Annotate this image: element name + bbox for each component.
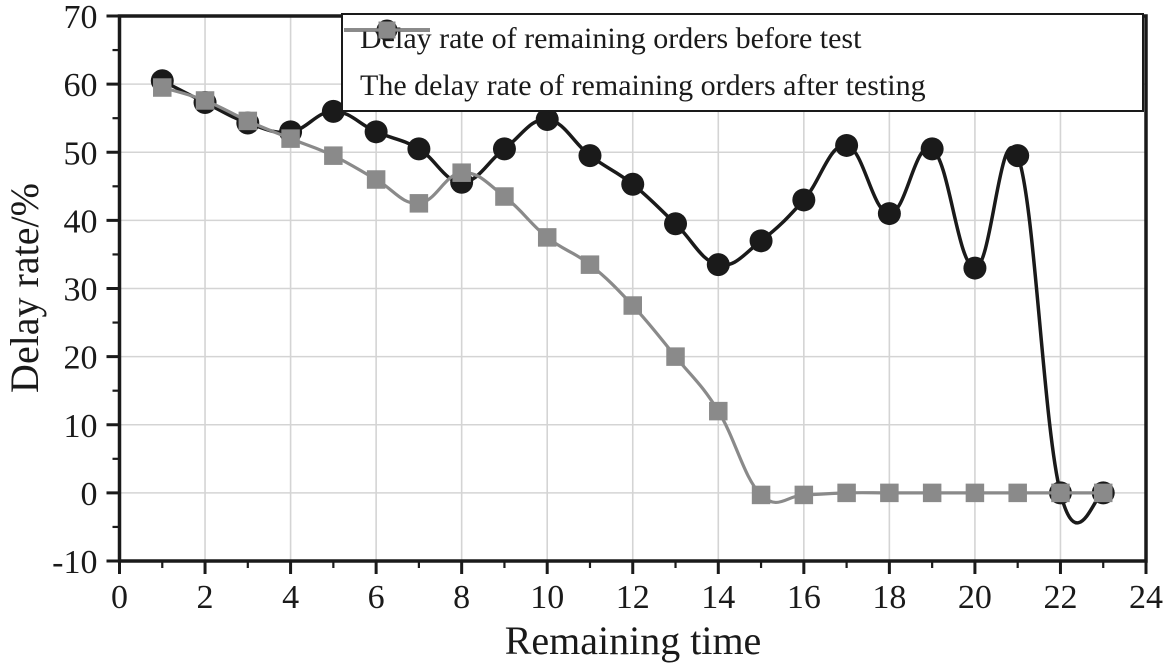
svg-text:0: 0 (111, 579, 128, 616)
svg-text:40: 40 (64, 203, 98, 240)
svg-text:16: 16 (787, 579, 821, 616)
x-axis-title: Remaining time (504, 618, 762, 663)
svg-text:60: 60 (64, 67, 98, 104)
legend-label-after-testing: The delay rate of remaining orders after… (360, 69, 926, 102)
axis-ticks (106, 14, 1148, 574)
svg-text:14: 14 (701, 579, 735, 616)
svg-text:50: 50 (64, 135, 98, 172)
legend-marker-square-icon (344, 21, 430, 39)
svg-text:-10: -10 (52, 544, 97, 581)
legend-label-before-test: Delay rate of remaining orders before te… (360, 22, 862, 55)
svg-text:22: 22 (1043, 579, 1077, 616)
x-tick-labels: 0 2 4 6 8 10 12 14 16 18 20 22 24 (111, 579, 1163, 616)
svg-text:70: 70 (64, 0, 98, 36)
svg-text:10: 10 (64, 408, 98, 445)
svg-text:2: 2 (197, 579, 214, 616)
series-after-testing (153, 78, 1113, 505)
svg-text:6: 6 (368, 579, 385, 616)
svg-text:10: 10 (530, 579, 564, 616)
svg-text:20: 20 (64, 340, 98, 377)
y-axis-title: Delay rate/% (2, 183, 47, 393)
y-tick-labels: -10 0 10 20 30 40 50 60 70 (52, 0, 97, 581)
svg-text:0: 0 (81, 476, 98, 513)
svg-text:24: 24 (1129, 579, 1163, 616)
svg-text:4: 4 (282, 579, 299, 616)
svg-text:20: 20 (958, 579, 992, 616)
svg-text:30: 30 (64, 272, 98, 309)
svg-text:12: 12 (616, 579, 650, 616)
legend-item-before-test: Delay rate of remaining orders before te… (344, 18, 1142, 61)
svg-text:18: 18 (872, 579, 906, 616)
legend-item-after-testing: The delay rate of remaining orders after… (344, 21, 1142, 108)
svg-text:8: 8 (453, 579, 470, 616)
legend: Delay rate of remaining orders before te… (341, 13, 1144, 112)
